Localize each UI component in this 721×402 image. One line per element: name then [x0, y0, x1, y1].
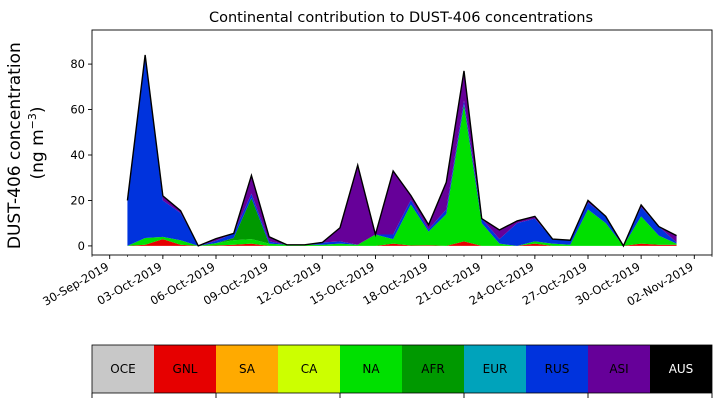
- legend-label-ca: CA: [301, 362, 318, 376]
- area-asi: [127, 55, 677, 246]
- legend-swatch-ca: [278, 345, 340, 393]
- y-axis-label-unit-exponent: −3: [26, 113, 39, 129]
- legend-swatch-eur: [464, 345, 526, 393]
- legend-frame: [91, 344, 713, 394]
- legend-label-asi: ASI: [609, 362, 628, 376]
- legend-swatch-asi: [588, 345, 650, 393]
- chart-title: Continental contribution to DUST-406 con…: [209, 10, 593, 26]
- legend: OCE GNL SA CA NA AFR EUR RUS ASI AUS: [91, 344, 713, 398]
- legend-swatch-rus: [526, 345, 588, 393]
- legend-label-na: NA: [362, 362, 380, 376]
- y-axis: 0 20 40 60 80: [70, 57, 92, 253]
- y-tick-label: 80: [70, 57, 85, 71]
- legend-label-rus: RUS: [545, 362, 570, 376]
- legend-swatch-sa: [216, 345, 278, 393]
- legend-label-eur: EUR: [483, 362, 508, 376]
- legend-swatch-na: [340, 345, 402, 393]
- legend-label-oce: OCE: [110, 362, 135, 376]
- legend-label-gnl: GNL: [173, 362, 198, 376]
- legend-swatch-oce: [92, 345, 154, 393]
- legend-label-sa: SA: [239, 362, 256, 376]
- legend-swatch-aus: [650, 345, 712, 393]
- area-na: [127, 105, 677, 246]
- y-axis-label: DUST-406 concentration (ng m−3): [5, 37, 48, 249]
- y-tick-label: 0: [78, 239, 85, 253]
- y-tick-label: 40: [70, 148, 85, 162]
- x-axis: 30-Sep-201903-Oct-201906-Oct-201909-Oct-…: [40, 255, 713, 309]
- area-rus: [127, 56, 677, 246]
- y-axis-label-unit-prefix: (ng m: [28, 129, 48, 179]
- legend-swatch-gnl: [154, 345, 216, 393]
- y-tick-label: 60: [70, 103, 85, 117]
- legend-label-afr: AFR: [421, 362, 444, 376]
- plot-frame: [91, 29, 713, 256]
- y-axis-label-line1: DUST-406 concentration: [5, 42, 25, 249]
- y-axis-label-line2: (ng m−3): [26, 106, 48, 179]
- legend-swatch-afr: [402, 345, 464, 393]
- legend-label-aus: AUS: [669, 362, 694, 376]
- total-outline: [126, 54, 677, 248]
- y-axis-label-unit-suffix: ): [28, 106, 48, 113]
- y-tick-label: 20: [70, 193, 85, 207]
- area-series-group: [127, 55, 677, 246]
